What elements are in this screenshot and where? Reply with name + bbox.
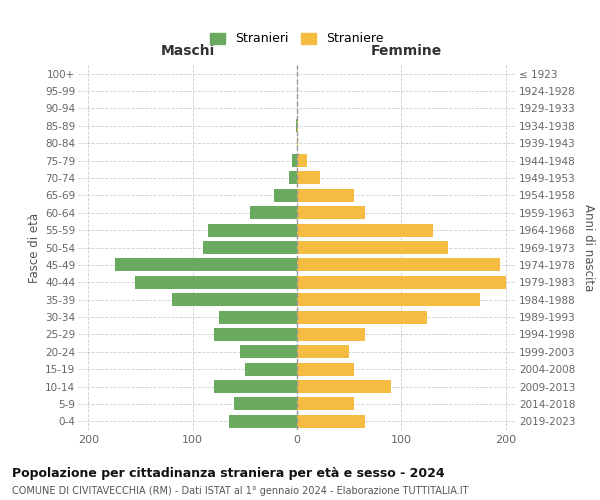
Text: Femmine: Femmine [371, 44, 442, 58]
Bar [239, 346, 297, 358]
Bar [297, 346, 349, 358]
Bar [297, 310, 427, 324]
Bar [292, 154, 297, 167]
Y-axis label: Anni di nascita: Anni di nascita [582, 204, 595, 291]
Y-axis label: Fasce di età: Fasce di età [28, 212, 41, 282]
Bar [297, 398, 355, 410]
Legend: Stranieri, Straniere: Stranieri, Straniere [205, 28, 389, 50]
Bar [297, 154, 307, 167]
Text: Popolazione per cittadinanza straniera per età e sesso - 2024: Popolazione per cittadinanza straniera p… [12, 468, 445, 480]
Bar [203, 241, 297, 254]
Bar [297, 380, 391, 393]
Text: Maschi: Maschi [160, 44, 215, 58]
Bar [250, 206, 297, 220]
Bar [274, 189, 297, 202]
Bar [297, 136, 298, 149]
Bar [297, 224, 433, 236]
Bar [235, 398, 297, 410]
Bar [297, 120, 298, 132]
Bar [297, 172, 320, 184]
Bar [115, 258, 297, 272]
Bar [214, 380, 297, 393]
Bar [297, 189, 355, 202]
Bar [214, 328, 297, 341]
Bar [297, 362, 355, 376]
Bar [297, 276, 506, 289]
Bar [297, 206, 365, 220]
Text: COMUNE DI CIVITAVECCHIA (RM) - Dati ISTAT al 1° gennaio 2024 - Elaborazione TUTT: COMUNE DI CIVITAVECCHIA (RM) - Dati ISTA… [12, 486, 469, 496]
Bar [219, 310, 297, 324]
Bar [289, 172, 297, 184]
Bar [136, 276, 297, 289]
Bar [245, 362, 297, 376]
Bar [297, 328, 365, 341]
Bar [229, 415, 297, 428]
Bar [297, 293, 479, 306]
Bar [296, 120, 297, 132]
Bar [172, 293, 297, 306]
Bar [297, 415, 365, 428]
Bar [297, 258, 500, 272]
Bar [297, 241, 448, 254]
Bar [208, 224, 297, 236]
